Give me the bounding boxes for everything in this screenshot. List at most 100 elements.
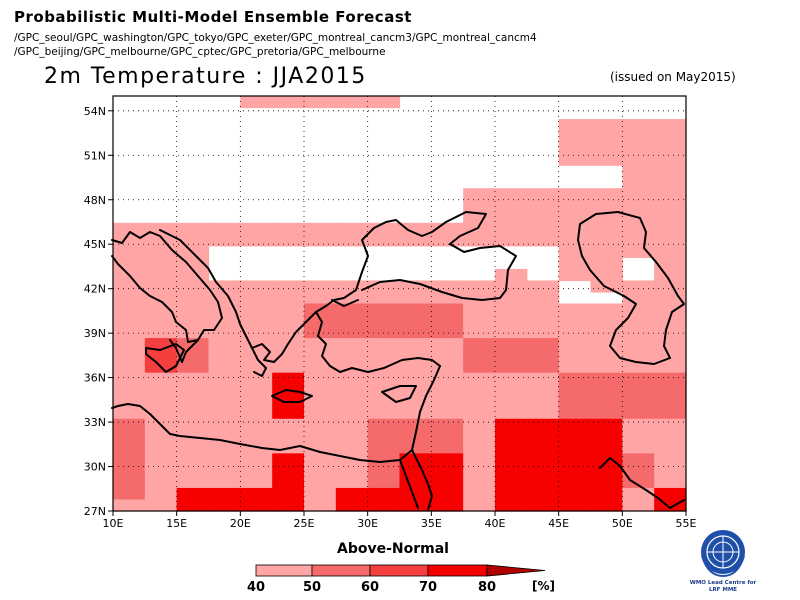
probability-cell	[526, 453, 560, 466]
probability-cell	[113, 303, 146, 316]
probability-cell	[590, 441, 623, 454]
probability-cell	[367, 418, 401, 431]
probability-cell	[654, 372, 687, 385]
probability-cell	[113, 418, 146, 431]
probability-cell	[654, 188, 687, 201]
probability-cell	[463, 315, 496, 328]
probability-cell	[526, 199, 560, 212]
probability-cell	[463, 395, 496, 408]
probability-cell	[558, 372, 592, 385]
probability-cell	[144, 372, 178, 385]
probability-cell	[558, 441, 592, 454]
probability-cell	[272, 499, 305, 512]
probability-cell	[558, 395, 592, 408]
probability-cell	[431, 499, 464, 512]
probability-cell	[367, 234, 401, 247]
probability-cell	[272, 291, 305, 305]
probability-cell	[335, 280, 369, 293]
probability-cell	[272, 418, 305, 431]
coastline-italy	[111, 231, 223, 343]
probability-cell	[558, 130, 592, 143]
probability-cell	[144, 395, 178, 408]
probability-cell	[272, 326, 305, 339]
probability-cell	[558, 188, 592, 201]
probability-cell	[240, 453, 273, 466]
probability-cell	[558, 211, 592, 224]
probability-cell	[208, 476, 241, 489]
probability-cell	[495, 395, 528, 408]
y-tick-label: 36N	[84, 372, 106, 385]
probability-cell	[335, 349, 369, 362]
probability-cell	[399, 222, 432, 235]
probability-cell	[558, 453, 592, 466]
probability-cell	[590, 418, 623, 431]
probability-cell	[208, 407, 241, 420]
probability-cell	[622, 499, 655, 512]
probability-cell	[113, 407, 146, 420]
probability-cell	[144, 222, 178, 235]
coastline-peloponnese	[251, 347, 267, 377]
probability-cell	[240, 395, 273, 408]
probability-cell	[526, 291, 560, 305]
probability-cell	[654, 268, 687, 282]
probability-cell	[558, 349, 592, 362]
probability-cell	[590, 142, 623, 155]
probability-cell	[431, 464, 464, 478]
x-tick-label: 25E	[294, 517, 315, 530]
probability-cell	[654, 441, 687, 454]
probability-cell	[144, 326, 178, 339]
probability-cell	[335, 384, 369, 397]
probability-cell	[240, 303, 273, 316]
probability-cell	[367, 222, 401, 235]
probability-cell	[399, 441, 432, 454]
probability-cell	[495, 315, 528, 328]
probability-cell	[495, 476, 528, 489]
probability-cell	[463, 326, 496, 339]
probability-cell	[654, 257, 687, 270]
probability-cell	[590, 361, 623, 374]
map-frame	[112, 95, 687, 512]
probability-cell	[654, 142, 687, 155]
probability-cell	[144, 476, 178, 489]
probability-cell	[208, 372, 241, 385]
probability-cell	[526, 499, 560, 512]
probability-cell	[431, 234, 464, 247]
probability-cell	[622, 188, 655, 201]
x-tick-label: 35E	[421, 517, 442, 530]
probability-cell	[622, 418, 655, 431]
probability-cell	[431, 430, 464, 443]
probability-cell	[558, 245, 592, 258]
probability-cell	[367, 453, 401, 466]
main-title: Probabilistic Multi-Model Ensemble Forec…	[14, 8, 412, 26]
probability-cell	[431, 441, 464, 454]
probability-cell	[654, 418, 687, 431]
probability-cell	[558, 499, 592, 512]
probability-cell	[240, 499, 273, 512]
probability-cell	[113, 464, 146, 478]
probability-cell	[367, 407, 401, 420]
probability-cell	[113, 245, 146, 258]
probability-cell	[240, 372, 273, 385]
probability-cell	[526, 188, 560, 201]
probability-cell	[526, 476, 560, 489]
probability-cell	[495, 430, 528, 443]
y-tick-label: 27N	[84, 505, 106, 518]
probability-cell	[431, 338, 464, 351]
probability-cell	[304, 487, 337, 501]
probability-cell	[590, 430, 623, 443]
probability-cell	[558, 142, 592, 155]
probability-cell	[399, 487, 432, 501]
probability-cell	[208, 464, 241, 478]
x-tick-label: 40E	[485, 517, 506, 530]
probability-cell	[495, 407, 528, 420]
probability-cell	[272, 430, 305, 443]
probability-cell	[495, 487, 528, 501]
probability-cell	[144, 303, 178, 316]
probability-cell	[590, 303, 623, 316]
probability-cell	[526, 326, 560, 339]
probability-cell	[335, 430, 369, 443]
probability-cell	[590, 222, 623, 235]
probability-cell	[590, 487, 623, 501]
probability-cell	[208, 441, 241, 454]
probability-cell	[176, 499, 210, 512]
